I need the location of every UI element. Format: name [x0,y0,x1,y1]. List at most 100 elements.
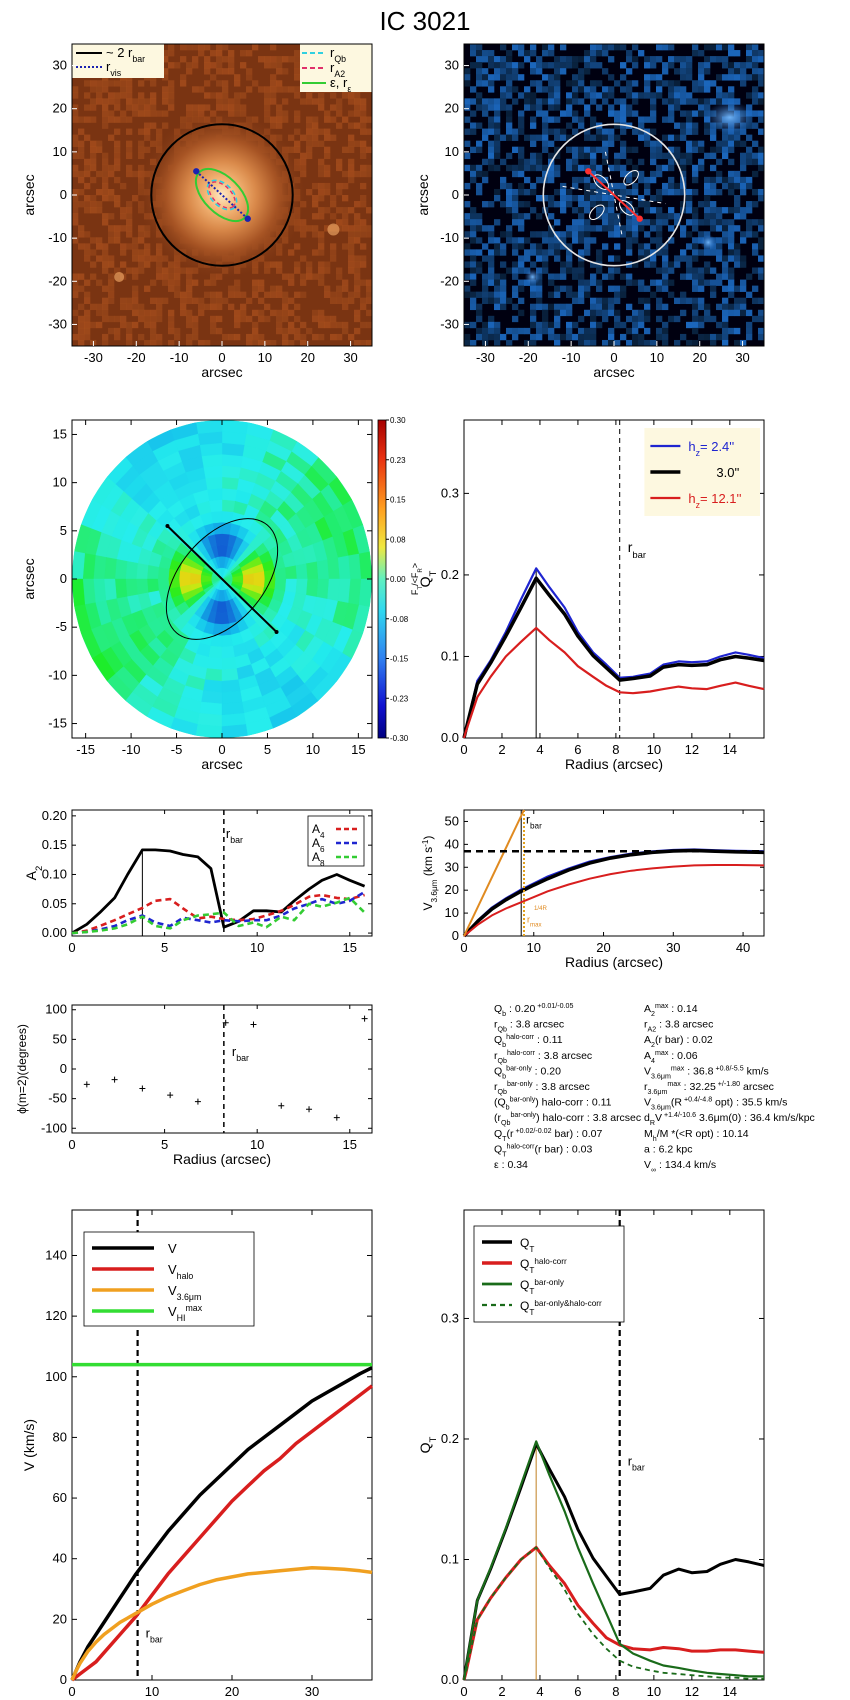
noise-pixel [506,188,513,196]
noise-pixel [734,243,741,250]
noise-pixel [602,50,609,57]
noise-pixel [626,68,633,75]
noise-pixel [488,333,495,341]
noise-pixel [132,170,139,178]
noise-pixel [294,315,301,323]
noise-pixel [626,219,633,226]
label-part: r [330,60,335,75]
noise-pixel [632,62,639,69]
noise-pixel [560,110,567,117]
noise-pixel [752,201,759,208]
noise-pixel [566,255,573,262]
noise-pixel [608,219,615,226]
label-part: +/-1.80 [716,1080,740,1088]
noise-pixel [102,297,109,305]
noise-pixel [144,261,151,268]
noise-pixel [632,339,639,347]
noise-pixel [536,80,543,87]
noise-pixel [530,80,537,87]
noise-pixel [674,92,681,99]
noise-pixel [500,249,507,256]
noise-pixel [126,327,133,335]
noise-pixel [300,225,307,232]
noise-pixel [722,231,729,238]
noise-pixel [78,273,85,280]
noise-pixel [210,303,217,311]
x-tick-label: 15 [343,940,357,955]
noise-pixel [318,309,325,317]
noise-pixel [566,243,573,250]
noise-pixel [566,195,573,202]
noise-pixel [470,207,477,214]
label-part: F [410,589,420,595]
noise-pixel [482,50,489,57]
noise-pixel [512,213,519,220]
label-part: halo-corr : 3.8 arcsec [540,1112,642,1124]
noise-pixel [354,291,361,298]
noise-pixel [530,339,537,347]
noise-pixel [554,98,561,105]
noise-pixel [470,261,477,268]
noise-pixel [342,225,349,232]
noise-pixel [722,176,729,184]
noise-pixel [464,339,471,347]
noise-pixel [548,152,555,160]
noise-pixel [336,291,343,298]
parameter-right-line: A2max : 0.14 [644,1002,698,1018]
noise-pixel [674,315,681,323]
noise-pixel [734,249,741,256]
label-part: +0.8/-5.5 [713,1064,743,1072]
label-part: : 0.14 [668,1003,697,1015]
noise-pixel [488,122,495,129]
noise-pixel [114,315,121,323]
noise-pixel [686,56,693,63]
noise-pixel [318,195,325,202]
noise-pixel [536,158,543,166]
noise-pixel [294,146,301,154]
label-part: Q [417,576,433,587]
noise-pixel [560,188,567,196]
label-part: ) [535,1097,539,1109]
noise-pixel [144,249,151,256]
noise-pixel [512,267,519,274]
map-cell [316,578,330,599]
noise-pixel [72,207,79,214]
label-part: Q [494,1143,502,1155]
noise-pixel [488,86,495,93]
colorbar-tick-label: 0.08 [390,535,406,544]
noise-pixel [752,122,759,129]
noise-pixel [602,176,609,184]
noise-pixel [102,243,109,250]
noise-pixel [734,297,741,305]
noise-pixel [578,249,585,256]
label-part: : 32.25 [681,1081,716,1093]
rvis-end-dot [193,168,200,175]
noise-pixel [716,56,723,63]
x-tick-label: 0 [610,350,617,365]
noise-pixel [668,176,675,184]
noise-pixel [614,98,621,105]
y-tick-label: 0 [60,1672,67,1687]
noise-pixel [518,110,525,117]
noise-pixel [108,116,115,123]
noise-pixel [464,128,471,135]
noise-pixel [536,279,543,286]
noise-pixel [722,134,729,141]
noise-pixel [518,170,525,178]
noise-pixel [548,327,555,335]
noise-pixel [336,158,343,166]
noise-pixel [542,110,549,117]
noise-pixel [324,285,331,292]
noise-pixel [330,243,337,250]
noise-pixel [282,68,289,75]
noise-pixel [728,68,735,75]
noise-pixel [476,225,483,232]
noise-pixel [734,134,741,141]
noise-pixel [710,219,717,226]
noise-pixel [494,188,501,196]
noise-pixel [728,134,735,141]
noise-pixel [186,279,193,286]
noise-pixel [662,267,669,274]
noise-pixel [252,339,259,347]
noise-pixel [578,56,585,63]
